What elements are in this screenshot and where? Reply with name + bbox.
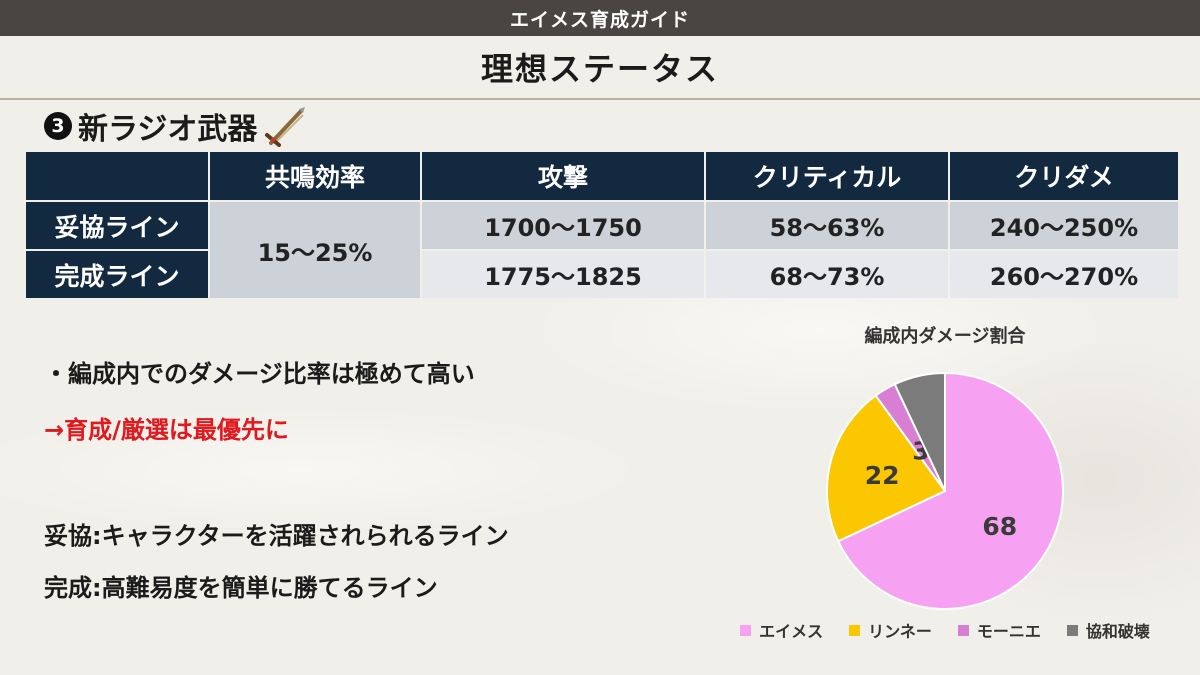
section-heading: 3 新ラジオ武器 [44, 104, 309, 148]
cell-crit-rate: 58〜63% [706, 202, 948, 249]
header-corner [26, 152, 208, 200]
row-label-compromise: 妥協ライン [26, 202, 208, 249]
note-damage-ratio: ・編成内でのダメージ比率は極めて高い [44, 360, 475, 388]
cell-attack: 1775〜1825 [422, 251, 704, 298]
legend-swatch [957, 624, 969, 636]
pie-slice-2 [826, 394, 947, 543]
table-row: 完成ライン 1775〜1825 68〜73% 260〜270% [26, 251, 1178, 298]
pie-data-label: 68 [982, 512, 1017, 541]
table-header-row: 共鳴効率 攻撃 クリティカル クリダメ [26, 152, 1178, 200]
chart-legend: エイメス リンネー モーニエ 協和破壊 [700, 618, 1190, 642]
legend-label: モーニエ [976, 622, 1041, 641]
note-priority: →育成/厳選は最優先に [44, 416, 289, 444]
chart-title: 編成内ダメージ割合 [864, 326, 1026, 347]
legend-label: 協和破壊 [1085, 622, 1150, 641]
title-divider [0, 98, 1200, 100]
legend-label: リンネー [868, 622, 932, 641]
cell-attack: 1700〜1750 [422, 202, 704, 249]
sword-icon [265, 107, 306, 147]
definition-compromise: 妥協:キャラクターを活躍されられるライン [44, 522, 509, 550]
cell-crit-dmg: 240〜250% [950, 202, 1178, 249]
notes: ・編成内でのダメージ比率は極めて高い →育成/厳選は最優先に [44, 356, 475, 468]
legend-item: 協和破壊 [1066, 618, 1150, 642]
col-header-energy-regen: 共鳴効率 [210, 152, 420, 200]
table-row: 妥協ライン 15〜25% 1700〜1750 58〜63% 240〜250% [26, 202, 1178, 298]
legend-label: エイメス [759, 622, 824, 641]
legend-swatch [849, 624, 861, 636]
row-label-complete: 完成ライン [26, 251, 208, 298]
page-title: 理想ステータス [480, 50, 719, 88]
cell-crit-rate: 68〜73% [706, 251, 948, 298]
cell-crit-dmg: 260〜270% [950, 251, 1178, 298]
pie-data-label: 22 [865, 461, 900, 490]
pie-slice-1 [836, 371, 1064, 610]
col-header-crit-rate: クリティカル [706, 152, 948, 200]
section-title: 新ラジオ武器 [78, 112, 258, 147]
legend-swatch [740, 624, 752, 636]
legend-swatch [1066, 624, 1078, 636]
definitions: 妥協:キャラクターを活躍されられるライン 完成:高難易度を簡単に勝てるライン [44, 516, 509, 620]
cell-energy-regen: 15〜25% [210, 202, 420, 298]
legend-item: リンネー [849, 618, 932, 642]
col-header-crit-dmg: クリダメ [950, 152, 1178, 200]
guide-title-bar: エイメス育成ガイド [0, 0, 1200, 36]
guide-title: エイメス育成ガイド [509, 8, 690, 31]
col-header-attack: 攻撃 [422, 152, 704, 200]
section-number-badge: 3 [44, 112, 72, 140]
stats-table: 共鳴効率 攻撃 クリティカル クリダメ 妥協ライン 15〜25% 1700〜17… [24, 150, 1180, 300]
definition-complete: 完成:高難易度を簡単に勝てるライン [44, 574, 438, 602]
legend-item: モーニエ [957, 618, 1041, 642]
pie-slice-4 [893, 371, 946, 492]
legend-item: エイメス [740, 618, 823, 642]
